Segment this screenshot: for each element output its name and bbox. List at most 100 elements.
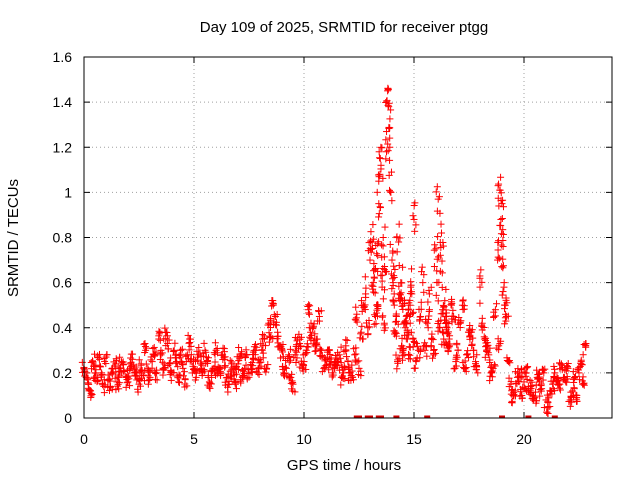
- data-point: [109, 368, 117, 376]
- data-point: [163, 332, 171, 340]
- data-point: [336, 366, 344, 374]
- data-point: [343, 336, 351, 344]
- data-point: [434, 233, 442, 241]
- data-point: [433, 278, 441, 286]
- data-point: [292, 358, 300, 366]
- data-point: [214, 363, 222, 371]
- data-point: [410, 338, 418, 346]
- data-point: [375, 200, 383, 208]
- data-point: [412, 356, 420, 364]
- data-point: [401, 299, 409, 307]
- data-point: [505, 383, 513, 391]
- data-point: [516, 392, 524, 400]
- data-point: [413, 342, 421, 350]
- data-point: [488, 368, 496, 376]
- data-point: [344, 357, 352, 365]
- data-point: [487, 363, 495, 371]
- data-point: [145, 368, 153, 376]
- data-point: [527, 384, 535, 392]
- data-point: [87, 358, 95, 366]
- data-point: [580, 381, 588, 389]
- data-point: [173, 372, 181, 380]
- data-point: [164, 362, 172, 370]
- y-tick-label: 1.6: [53, 49, 73, 65]
- data-point: [286, 345, 294, 353]
- data-point: [175, 378, 183, 386]
- data-point: [459, 306, 467, 314]
- data-point: [429, 336, 437, 344]
- data-point: [442, 285, 450, 293]
- data-point: [232, 370, 240, 378]
- data-point: [159, 365, 167, 373]
- data-point: [280, 371, 288, 379]
- data-point: [285, 351, 293, 359]
- data-point: [296, 363, 304, 371]
- data-point: [114, 380, 122, 388]
- data-point: [494, 253, 502, 261]
- data-point: [386, 134, 394, 142]
- data-point: [265, 329, 273, 337]
- data-point: [398, 279, 406, 287]
- data-point: [582, 343, 590, 351]
- data-point: [92, 361, 100, 369]
- data-point: [274, 332, 282, 340]
- data-point: [491, 312, 499, 320]
- data-point: [90, 373, 98, 381]
- y-tick-label: 0: [64, 410, 72, 426]
- data-point: [466, 325, 474, 333]
- data-point: [172, 354, 180, 362]
- data-point: [358, 307, 366, 315]
- data-point: [317, 353, 325, 361]
- data-point: [407, 278, 415, 286]
- data-point: [414, 346, 422, 354]
- data-point: [204, 381, 212, 389]
- data-point: [277, 354, 285, 362]
- data-point: [494, 238, 502, 246]
- data-point: [392, 317, 400, 325]
- data-point: [197, 365, 205, 373]
- data-point: [390, 327, 398, 335]
- data-point: [304, 302, 312, 310]
- data-point: [142, 360, 150, 368]
- data-point: [147, 356, 155, 364]
- data-point: [291, 333, 299, 341]
- data-point: [494, 246, 502, 254]
- data-point: [141, 340, 149, 348]
- data-point: [141, 349, 149, 357]
- data-point: [387, 168, 395, 176]
- data-point: [384, 140, 392, 148]
- data-point: [148, 364, 156, 372]
- data-point: [505, 358, 513, 366]
- data-point: [499, 230, 507, 238]
- data-point: [556, 384, 564, 392]
- data-point: [505, 374, 513, 382]
- data-point: [293, 348, 301, 356]
- data-point: [266, 333, 274, 341]
- data-point: [372, 320, 380, 328]
- data-point: [325, 366, 333, 374]
- data-point: [83, 369, 91, 377]
- data-point: [337, 343, 345, 351]
- data-point: [342, 346, 350, 354]
- data-point: [406, 351, 414, 359]
- data-point: [494, 256, 502, 264]
- data-point: [503, 299, 511, 307]
- data-point: [175, 379, 183, 387]
- data-point: [160, 366, 168, 374]
- data-point: [136, 382, 144, 390]
- data-point: [128, 361, 136, 369]
- data-point: [303, 342, 311, 350]
- data-point: [307, 328, 315, 336]
- data-point: [375, 173, 383, 181]
- data-point: [409, 212, 417, 220]
- data-point: [185, 346, 193, 354]
- data-point: [450, 365, 458, 373]
- data-point: [370, 267, 378, 275]
- data-point: [105, 375, 113, 383]
- data-point: [483, 339, 491, 347]
- data-point: [555, 377, 563, 385]
- data-point: [480, 333, 488, 341]
- data-point: [153, 366, 161, 374]
- data-point: [563, 378, 571, 386]
- data-point: [386, 240, 394, 248]
